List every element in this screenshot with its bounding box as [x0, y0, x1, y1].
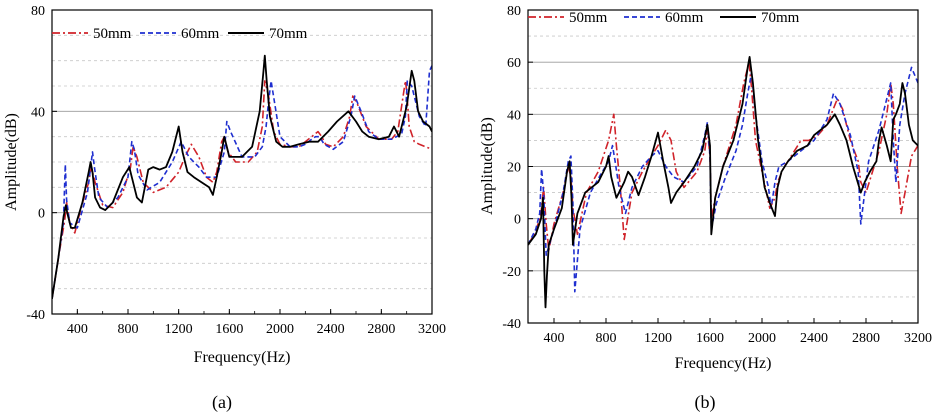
legend-label: 70mm	[269, 26, 308, 42]
y-tick-label: -40	[502, 317, 521, 332]
legend-label: 50mm	[93, 26, 132, 42]
y-tick-label: 0	[38, 207, 45, 222]
x-tick-label: 1200	[165, 322, 193, 337]
series-line-60mm	[52, 65, 432, 299]
legend: 50mm 60mm 70mm	[52, 26, 308, 42]
x-tick-label: 3200	[904, 331, 932, 346]
x-tick-label: 2000	[748, 331, 776, 346]
x-tick-label: 1600	[696, 331, 724, 346]
y-tick-label: -40	[26, 308, 45, 323]
x-tick-label: 1600	[215, 322, 243, 337]
chart-panel-a: 400 800 1200 1600 2000 2400 2800 3200 -40 0 40 80 Fr…	[3, 4, 446, 413]
y-tick-label: 0	[514, 213, 521, 228]
legend-label: 60mm	[665, 10, 704, 26]
x-tick-label: 2400	[800, 331, 828, 346]
x-tick-label: 400	[67, 322, 88, 337]
y-tick-label: 80	[31, 4, 45, 19]
y-tick-label: 40	[31, 105, 45, 120]
series-line-50mm	[52, 80, 432, 299]
y-tick-label: 80	[507, 4, 521, 19]
legend-label: 70mm	[761, 10, 800, 26]
legend-label: 60mm	[181, 26, 220, 42]
y-axis-label: Amplitude(dB)	[479, 117, 496, 215]
x-tick-label: 2000	[266, 322, 294, 337]
y-tick-label: -20	[502, 265, 521, 280]
y-tick-label: 40	[507, 108, 521, 123]
x-tick-label: 2400	[317, 322, 345, 337]
series-line-50mm	[528, 61, 918, 251]
x-axis-label: Frequency(Hz)	[675, 355, 772, 372]
chart-panel-b: 400 800 1200 1600 2000 2400 2800 3200 -40 -20 0 20 4…	[479, 4, 932, 413]
y-tick-label: 20	[507, 161, 521, 176]
x-tick-label: 400	[544, 331, 565, 346]
legend: 50mm 60mm 70mm	[528, 10, 800, 26]
legend-label: 50mm	[569, 10, 608, 26]
x-tick-label: 2800	[367, 322, 395, 337]
panel-caption: (a)	[212, 392, 232, 413]
x-tick-label: 1200	[644, 331, 672, 346]
series-line-70mm	[528, 56, 918, 309]
x-tick-label: 800	[118, 322, 139, 337]
x-tick-label: 3200	[418, 322, 446, 337]
series-line-70mm	[52, 54, 432, 299]
panel-caption: (b)	[695, 392, 716, 413]
x-tick-label: 2800	[852, 331, 880, 346]
x-tick-label: 800	[596, 331, 617, 346]
plot-frame	[51, 9, 433, 315]
x-axis-label: Frequency(Hz)	[194, 349, 291, 366]
y-axis-label: Amplitude(dB)	[3, 113, 20, 211]
y-tick-label: 60	[507, 56, 521, 71]
series-line-60mm	[528, 66, 918, 293]
